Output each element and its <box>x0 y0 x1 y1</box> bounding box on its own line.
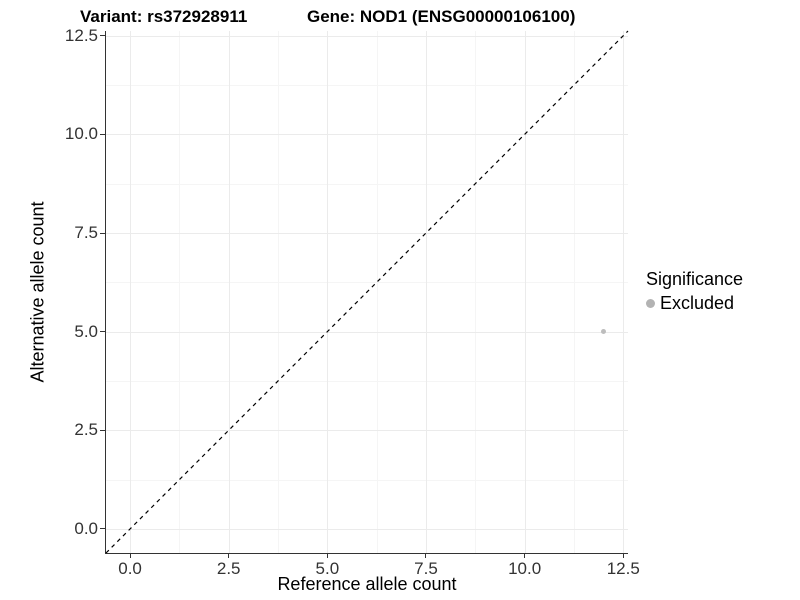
y-tick-label: 5.0 <box>74 321 98 341</box>
x-tick-label: 7.5 <box>414 559 438 578</box>
y-axis-tick <box>100 232 105 234</box>
major-gridline-horizontal <box>106 134 628 136</box>
x-tick-label: 12.5 <box>606 559 640 578</box>
y-axis-tick <box>100 429 105 431</box>
x-axis-line <box>105 553 628 554</box>
major-gridline-vertical <box>524 31 526 553</box>
identity-dashed-line <box>105 30 629 554</box>
major-gridline-horizontal <box>106 331 628 333</box>
data-point <box>601 329 607 335</box>
legend-point-icon <box>646 299 655 308</box>
x-tick-label: 2.5 <box>216 559 241 578</box>
major-gridline-horizontal <box>106 35 628 37</box>
x-axis-tick <box>524 553 526 558</box>
x-axis-tick <box>326 553 328 558</box>
y-axis-tick <box>100 331 105 333</box>
y-axis-tick <box>100 35 105 37</box>
legend-entry-label: Excluded <box>660 293 735 313</box>
minor-gridline-vertical <box>376 31 378 553</box>
major-gridline-vertical <box>228 31 230 553</box>
x-axis-tick <box>622 553 624 558</box>
y-tick-label: 10.0 <box>64 124 98 144</box>
minor-gridline-vertical <box>179 31 181 553</box>
minor-gridline-horizontal <box>106 380 628 382</box>
plot-title-variant: Variant: rs372928911 <box>80 7 248 26</box>
major-gridline-vertical <box>130 31 132 553</box>
y-axis-tick <box>100 133 105 135</box>
x-axis-tick <box>425 553 427 558</box>
legend-entry-excluded: Excluded <box>646 293 743 314</box>
y-tick-label: 0.0 <box>74 518 98 538</box>
x-tick-label: 5.0 <box>315 559 340 578</box>
plot-panel: 0.0 0.0 2.5 2.5 5.0 5.0 7.5 7.5 10.0 10.0 12.5 12.5 <box>65 26 640 578</box>
major-gridline-horizontal <box>106 430 628 432</box>
x-axis-tick <box>129 553 131 558</box>
minor-gridline-horizontal <box>106 183 628 185</box>
plot-title-gene: Gene: NOD1 (ENSG00000106100) <box>307 7 576 26</box>
x-axis-tick <box>228 553 230 558</box>
legend: Significance Excluded <box>646 269 743 314</box>
legend-title: Significance <box>646 269 744 289</box>
y-axis-line <box>105 31 106 554</box>
x-tick-label: 0.0 <box>118 559 142 578</box>
x-tick-label: 10.0 <box>508 559 542 578</box>
x-axis-title: Reference allele count <box>277 574 457 594</box>
minor-gridline-vertical <box>278 31 280 553</box>
major-gridline-vertical <box>623 31 625 553</box>
major-gridline-vertical <box>425 31 427 553</box>
minor-gridline-horizontal <box>106 85 628 87</box>
major-gridline-horizontal <box>106 528 628 530</box>
y-tick-label: 12.5 <box>64 25 98 45</box>
y-axis-tick <box>100 528 105 530</box>
minor-gridline-vertical <box>475 31 477 553</box>
major-gridline-horizontal <box>106 233 628 234</box>
minor-gridline-horizontal <box>106 282 628 284</box>
y-tick-label: 2.5 <box>74 420 98 440</box>
minor-gridline-vertical <box>573 31 575 553</box>
major-gridline-vertical <box>327 31 329 553</box>
y-tick-label: 7.5 <box>74 223 98 242</box>
minor-gridline-horizontal <box>106 479 628 481</box>
